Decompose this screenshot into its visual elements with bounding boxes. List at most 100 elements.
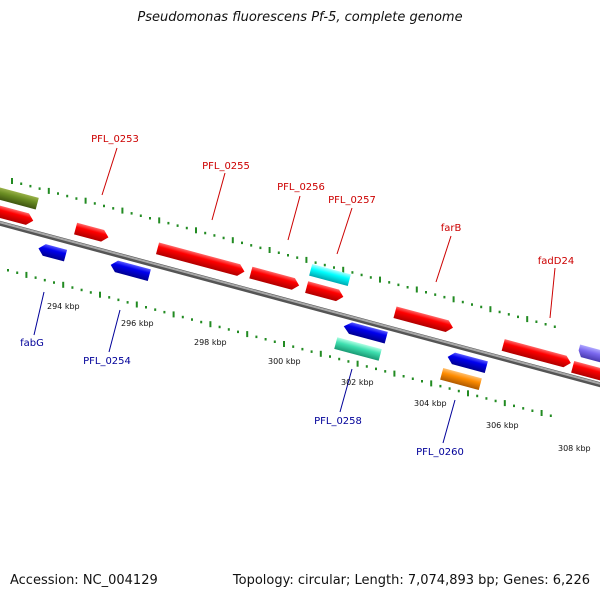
scale-minor-tick: [314, 261, 317, 264]
gene-label-PFL_0258[interactable]: PFL_0258: [314, 416, 362, 427]
scale-label: 298 kbp: [194, 338, 227, 347]
scale-minor-tick: [369, 276, 372, 279]
gene-arrow-forward-3[interactable]: [571, 361, 600, 383]
scale-minor-tick: [365, 365, 368, 368]
leader-fadD24: [549, 267, 556, 319]
scale-minor-tick: [296, 256, 299, 259]
scale-minor-tick: [522, 407, 525, 410]
gene-arrow-PFL_0256[interactable]: [249, 266, 300, 292]
scale-major-tick: [158, 217, 161, 224]
scale-minor-tick: [471, 303, 473, 306]
gene-box-PFL_0260[interactable]: [440, 368, 482, 390]
scale-minor-tick: [301, 347, 304, 351]
gene-box-PFL_0258[interactable]: [334, 337, 382, 361]
gene-arrow-farB[interactable]: [393, 306, 454, 333]
scale-minor-tick: [255, 335, 258, 339]
gene-arrow-reverse[interactable]: [342, 321, 388, 344]
scale-minor-tick: [7, 269, 9, 272]
scale-minor-tick: [531, 409, 534, 412]
gene-label-farB[interactable]: farB: [441, 223, 462, 234]
scale-minor-tick: [480, 305, 483, 309]
scale-minor-tick: [507, 313, 510, 316]
label-leaders: [33, 147, 556, 444]
gene-arrow-violet[interactable]: [577, 344, 600, 366]
gene-label-PFL_0256[interactable]: PFL_0256: [277, 182, 325, 193]
gene-arrow-fadD24[interactable]: [501, 339, 573, 369]
scale-minor-tick: [80, 288, 83, 292]
scale-major-tick: [526, 316, 529, 323]
scale-minor-tick: [411, 377, 414, 380]
scale-minor-tick: [250, 244, 253, 247]
scale-minor-tick: [439, 384, 442, 388]
scale-minor-tick: [53, 281, 55, 284]
scale-minor-tick: [57, 192, 59, 195]
scale-minor-tick: [139, 214, 142, 217]
scale-minor-tick: [513, 404, 515, 408]
outer-scale-track: [11, 178, 556, 328]
leader-PFL_0256: [287, 195, 301, 241]
scale-major-tick: [25, 271, 28, 278]
scale-minor-tick: [388, 281, 391, 284]
gene-arrow-fabG[interactable]: [37, 243, 68, 262]
scale-minor-tick: [273, 340, 276, 343]
scale-major-tick: [540, 410, 543, 416]
scale-minor-tick: [329, 355, 331, 358]
scale-minor-tick: [347, 360, 350, 363]
scale-minor-tick: [494, 399, 497, 403]
gene-arrow-reverse-2[interactable]: [446, 351, 488, 373]
scale-minor-tick: [130, 212, 133, 215]
scale-minor-tick: [553, 325, 556, 328]
scale-minor-tick: [126, 301, 129, 304]
scale-minor-tick: [89, 291, 92, 294]
gene-label-fadD24[interactable]: fadD24: [538, 256, 574, 267]
scale-minor-tick: [213, 234, 216, 237]
scale-minor-tick: [549, 414, 552, 417]
genome-summary-text: Topology: circular; Length: 7,074,893 bp…: [232, 573, 590, 588]
scale-major-tick: [47, 187, 50, 194]
gene-label-PFL_0254[interactable]: PFL_0254: [83, 356, 131, 367]
scale-minor-tick: [20, 182, 23, 185]
gene-arrow-forward[interactable]: [0, 202, 35, 226]
gene-arrow-PFL_0254[interactable]: [109, 259, 151, 281]
leader-PFL_0253: [101, 147, 118, 196]
gene-arrow-PFL_0255[interactable]: [155, 242, 246, 278]
scale-major-tick: [342, 266, 345, 273]
scale-minor-tick: [425, 291, 427, 294]
gene-label-PFL_0257[interactable]: PFL_0257: [328, 195, 376, 206]
scale-minor-tick: [93, 202, 96, 205]
scale-minor-tick: [75, 197, 78, 200]
gene-box-PFL_0257[interactable]: [309, 264, 351, 286]
gene-labels: PFL_0253 PFL_0255 PFL_0256 PFL_0257 farB…: [20, 134, 574, 458]
map-title: Pseudomonas fluorescens Pf-5, complete g…: [137, 10, 463, 25]
scale-minor-tick: [461, 300, 464, 304]
scale-major-tick: [430, 380, 433, 387]
scale-labels: 294 kbp 296 kbp 298 kbp 300 kbp 302 kbp …: [47, 302, 591, 453]
scale-minor-tick: [204, 231, 207, 235]
scale-minor-tick: [66, 194, 69, 198]
gene-label-PFL_0260[interactable]: PFL_0260: [416, 447, 464, 458]
scale-major-tick: [172, 311, 175, 318]
gene-arrow-PFL_0253[interactable]: [74, 222, 110, 243]
gene-label-PFL_0253[interactable]: PFL_0253: [91, 134, 139, 145]
scale-major-tick: [99, 291, 101, 298]
scale-minor-tick: [485, 397, 488, 400]
scale-major-tick: [246, 331, 249, 338]
scale-minor-tick: [498, 310, 501, 314]
scale-major-tick: [503, 400, 506, 407]
scale-label: 308 kbp: [558, 444, 591, 453]
scale-major-tick: [195, 227, 197, 234]
scale-minor-tick: [323, 263, 326, 267]
scale-major-tick: [209, 321, 212, 328]
scale-minor-tick: [237, 330, 239, 334]
scale-minor-tick: [112, 207, 115, 210]
leader-PFL_0255: [211, 172, 226, 221]
gene-label-fabG[interactable]: fabG: [20, 338, 44, 349]
olive-feature[interactable]: [0, 185, 39, 210]
scale-minor-tick: [200, 320, 203, 324]
gene-arrow-forward-2[interactable]: [305, 281, 345, 302]
scale-minor-tick: [292, 345, 295, 348]
scale-minor-tick: [108, 296, 111, 299]
gene-label-PFL_0255[interactable]: PFL_0255: [202, 161, 250, 172]
scale-major-tick: [489, 306, 492, 313]
